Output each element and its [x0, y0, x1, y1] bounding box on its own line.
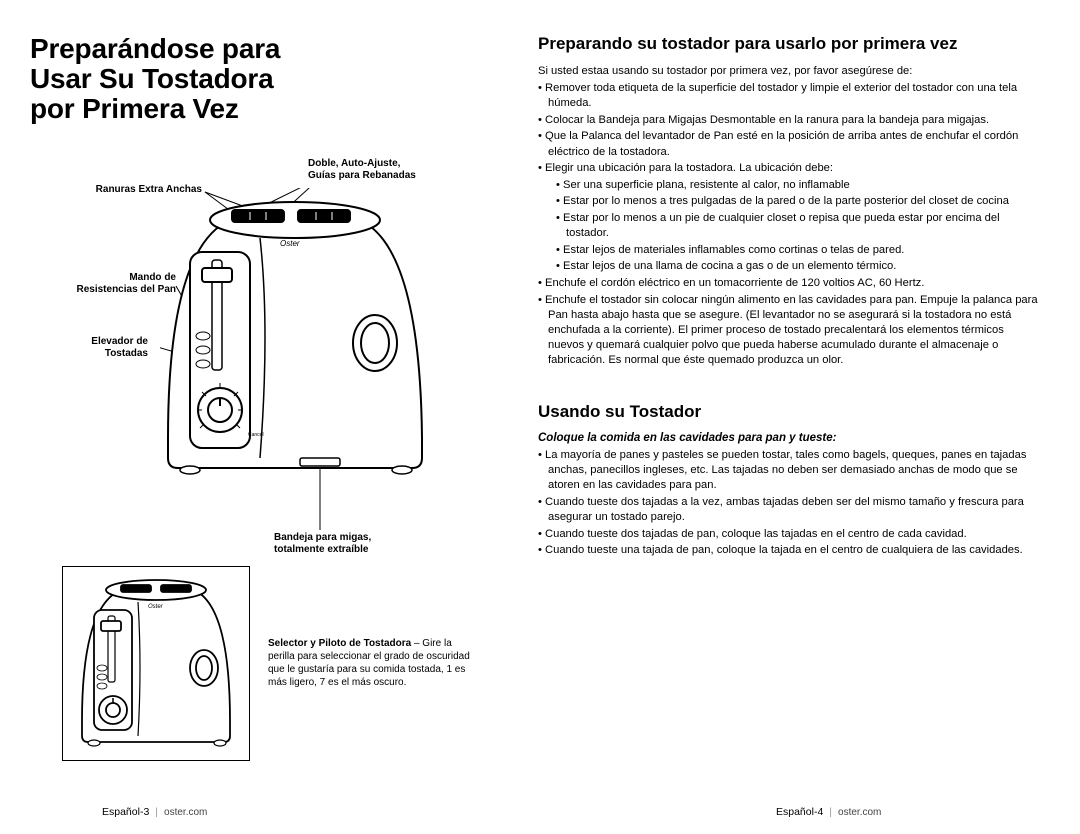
section-title-1: Preparando su tostador para usarlo por p…: [538, 34, 1042, 54]
callout-lever-l1: Elevador de: [91, 336, 148, 347]
footer-page-num: Español-4: [776, 806, 823, 818]
svg-text:Oster: Oster: [148, 604, 164, 610]
bullet-item: Estar por lo menos a un pie de cualquier…: [556, 211, 1042, 241]
footer-left: Español-3|oster.com: [102, 806, 207, 818]
callout-guides-l2: Guías para Rebanadas: [308, 170, 416, 181]
callout-lever-l2: Tostadas: [105, 348, 148, 359]
footer-url: oster.com: [838, 807, 881, 818]
bullets-group-3: La mayoría de panes y pasteles se pueden…: [538, 448, 1042, 558]
bullet-item: Estar lejos de una llama de cocina a gas…: [556, 259, 1042, 274]
bullet-item: Colocar la Bandeja para Migajas Desmonta…: [538, 113, 1042, 128]
bullet-item: Enchufe el cordón eléctrico en un tomaco…: [538, 276, 1042, 291]
bullets-group-2: Enchufe el cordón eléctrico en un tomaco…: [538, 276, 1042, 368]
selector-diagram: Oster Selector y Piloto de Tostadora – G…: [30, 566, 488, 761]
bullet-item: Enchufe el tostador sin colocar ningún a…: [538, 293, 1042, 369]
bullet-item: Cuando tueste una tajada de pan, coloque…: [538, 543, 1042, 558]
toaster-mini-svg: Oster: [76, 576, 236, 751]
selector-caption-bold: Selector y Piloto de Tostadora: [268, 638, 411, 649]
callout-guides: Doble, Auto-Ajuste, Guías para Rebanadas: [308, 158, 458, 182]
footer-right: Español-4|oster.com: [776, 806, 881, 818]
intro-text: Si usted estaa usando su tostador por pr…: [538, 64, 1042, 79]
bullet-item: Cuando tueste dos tajadas a la vez, amba…: [538, 495, 1042, 525]
bullet-item: Cuando tueste dos tajadas de pan, coloqu…: [538, 527, 1042, 542]
bullet-item: Estar por lo menos a tres pulgadas de la…: [556, 194, 1042, 209]
bullet-item: Elegir una ubicación para la tostadora. …: [538, 161, 1042, 176]
callout-lever: Elevador de Tostadas: [68, 336, 148, 360]
selector-caption: Selector y Piloto de Tostadora – Gire la…: [250, 637, 488, 689]
bullet-item: Ser una superficie plana, resistente al …: [556, 178, 1042, 193]
selector-diagram-box: Oster: [62, 566, 250, 761]
toaster-diagram: Ranuras Extra Anchas Doble, Auto-Ajuste,…: [30, 148, 490, 548]
toaster-svg: Cancel Oster: [160, 188, 460, 548]
footer-url: oster.com: [164, 807, 207, 818]
subhead: Coloque la comida en las cavidades para …: [538, 432, 1042, 444]
callout-guides-l1: Doble, Auto-Ajuste,: [308, 158, 400, 169]
svg-text:Oster: Oster: [280, 239, 300, 248]
section-title-2: Usando su Tostador: [538, 402, 1042, 422]
bullet-item: Que la Palanca del levantador de Pan est…: [538, 129, 1042, 159]
left-page: Preparándose para Usar Su Tostadora por …: [0, 0, 508, 834]
page-title: Preparándose para Usar Su Tostadora por …: [30, 34, 488, 124]
right-page: Preparando su tostador para usarlo por p…: [508, 0, 1080, 834]
bullet-item: Remover toda etiqueta de la superficie d…: [538, 81, 1042, 111]
bullet-item: Estar lejos de materiales inflamables co…: [556, 243, 1042, 258]
bullets-group-1: Remover toda etiqueta de la superficie d…: [538, 81, 1042, 176]
bullets-nested-1: Ser una superficie plana, resistente al …: [538, 178, 1042, 275]
footer-page-num: Español-3: [102, 806, 149, 818]
bullet-item: La mayoría de panes y pasteles se pueden…: [538, 448, 1042, 493]
